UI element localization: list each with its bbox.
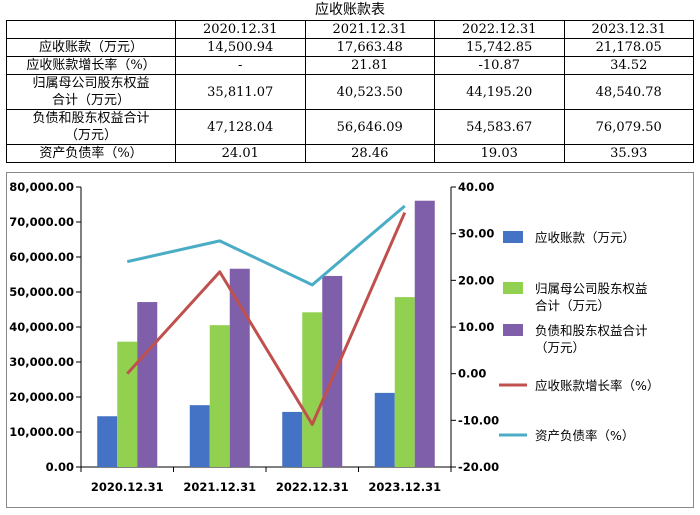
- table-cell: -10.87: [434, 56, 565, 75]
- row-label: 负债和股东权益合计 （万元）: [6, 109, 176, 145]
- x-tick-label: 2020.12.31: [91, 480, 164, 494]
- legend-label: 应收账款（万元）: [535, 230, 635, 245]
- bar: [374, 392, 395, 467]
- table-title: 应收账款表: [315, 2, 385, 18]
- row-label-line: 负债和股东权益合计: [32, 111, 150, 126]
- right-y-tick-label: 10.00: [458, 320, 494, 334]
- x-tick-label: 2021.12.31: [183, 480, 256, 494]
- legend-swatch: [503, 282, 523, 294]
- legend-swatch: [503, 324, 523, 336]
- bar: [209, 325, 230, 467]
- bar: [302, 312, 323, 467]
- x-tick-label: 2022.12.31: [276, 480, 349, 494]
- table-cell: 17,663.48: [304, 38, 435, 57]
- row-label-line: 归属母公司股东权益: [32, 76, 150, 91]
- table-cell: 56,646.09: [304, 109, 435, 145]
- row-label-line: 合计（万元）: [51, 93, 130, 108]
- bar: [189, 405, 210, 467]
- row-label: 应收账款增长率（%）: [6, 56, 176, 75]
- table-row: 应收账款（万元） 14,500.94 17,663.48 15,742.85 2…: [6, 38, 694, 57]
- table-row: 应收账款增长率（%） - 21.81 -10.87 34.52: [6, 56, 694, 75]
- table-cell: 44,195.20: [434, 74, 565, 110]
- table-cell: 35.93: [563, 144, 694, 163]
- data-table: 2020.12.31 2021.12.31 2022.12.31 2023.12…: [6, 20, 694, 163]
- row-label: 应收账款（万元）: [6, 38, 176, 57]
- right-y-tick-label: 40.00: [458, 180, 494, 194]
- row-label: 归属母公司股东权益 合计（万元）: [6, 74, 176, 110]
- bar: [322, 275, 343, 467]
- table-cell: 76,079.50: [563, 109, 694, 145]
- legend-label: 负债和股东权益合计: [535, 323, 648, 338]
- combo-chart: 0.00 10,000.00 20,000.00 30,000.00 40,000.00…: [9, 180, 659, 494]
- table-header-row: 2020.12.31 2021.12.31 2022.12.31 2023.12…: [6, 20, 694, 39]
- left-y-tick-label: 50,000.00: [9, 285, 74, 299]
- x-tick-label: 2023.12.31: [368, 480, 441, 494]
- bar: [97, 416, 118, 467]
- bar: [117, 341, 138, 467]
- left-y-tick-label: 20,000.00: [9, 390, 74, 404]
- left-y-tick-label: 80,000.00: [9, 180, 74, 194]
- table-cell: 54,583.67: [434, 109, 565, 145]
- left-y-tick-label: 0.00: [46, 460, 74, 474]
- legend-label: 资产负债率（%）: [535, 428, 634, 443]
- table-column-header: 2022.12.31: [434, 20, 565, 39]
- data-table-section: 应收账款表 2020.12.31 2021.12.31 2022.12.31 2…: [0, 0, 700, 163]
- right-y-tick-label: -20.00: [458, 460, 499, 474]
- table-row: 归属母公司股东权益 合计（万元） 35,811.07 40,523.50 44,…: [6, 74, 694, 110]
- series-line: [126, 211, 407, 426]
- left-y-tick-label: 10,000.00: [9, 425, 74, 439]
- table-cell: 15,742.85: [434, 38, 565, 57]
- legend-label: 合计（万元）: [535, 298, 610, 313]
- table-column-header: 2021.12.31: [304, 20, 435, 39]
- table-cell: 21,178.05: [563, 38, 694, 57]
- table-cell: -: [175, 56, 306, 75]
- table-row: 资产负债率（%） 24.01 28.46 19.03 35.93: [6, 144, 694, 163]
- legend-label: 应收账款增长率（%）: [535, 378, 659, 393]
- bar: [229, 268, 250, 467]
- table-cell: 21.81: [304, 56, 435, 75]
- left-y-tick-label: 60,000.00: [9, 250, 74, 264]
- left-y-tick-label: 30,000.00: [9, 355, 74, 369]
- bar: [414, 200, 435, 468]
- table-column-header: 2020.12.31: [175, 20, 306, 39]
- table-cell: 19.03: [434, 144, 565, 163]
- right-y-tick-label: 20.00: [458, 273, 494, 287]
- table-cell: 14,500.94: [175, 38, 306, 57]
- table-cell: 28.46: [304, 144, 435, 163]
- table-cell: 47,128.04: [175, 109, 306, 145]
- table-corner-cell: [6, 20, 176, 39]
- legend-label: （万元）: [535, 340, 585, 355]
- bar: [137, 302, 158, 467]
- legend-swatch: [503, 231, 523, 243]
- table-cell: 48,540.78: [563, 74, 694, 110]
- right-y-tick-label: 0.00: [458, 367, 486, 381]
- right-y-tick-label: 30.00: [458, 227, 494, 241]
- table-cell: 35,811.07: [175, 74, 306, 110]
- table-cell: 24.01: [175, 144, 306, 163]
- bar: [282, 411, 303, 467]
- table-cell: 34.52: [563, 56, 694, 75]
- row-label: 资产负债率（%）: [6, 144, 176, 163]
- chart-frame: 0.00 10,000.00 20,000.00 30,000.00 40,000.00…: [6, 172, 694, 508]
- series-line: [126, 204, 406, 287]
- table-cell: 40,523.50: [304, 74, 435, 110]
- row-label-line: （万元）: [64, 128, 117, 143]
- bar: [394, 297, 415, 467]
- table-row: 负债和股东权益合计 （万元） 47,128.04 56,646.09 54,58…: [6, 109, 694, 145]
- left-y-tick-label: 70,000.00: [9, 215, 74, 229]
- legend-label: 归属母公司股东权益: [535, 281, 648, 296]
- left-y-tick-label: 40,000.00: [9, 320, 74, 334]
- right-y-tick-label: -10.00: [458, 413, 499, 427]
- table-column-header: 2023.12.31: [563, 20, 694, 39]
